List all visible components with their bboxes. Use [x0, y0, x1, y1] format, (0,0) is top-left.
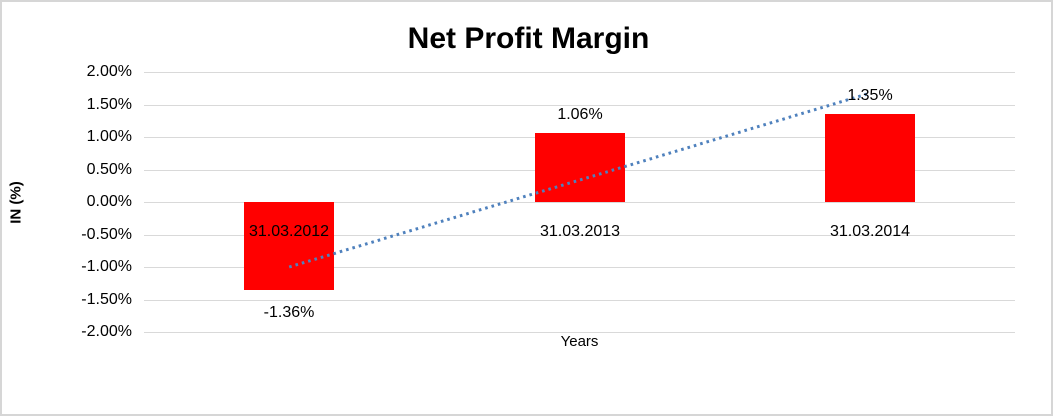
y-axis-title: IN (%) [7, 181, 25, 224]
bar [535, 133, 625, 202]
category-label: 31.03.2012 [248, 223, 330, 240]
y-tick-label: -0.50% [81, 226, 132, 243]
gridline [144, 267, 1015, 268]
y-tick-label: 1.00% [86, 128, 132, 145]
bar [825, 114, 915, 202]
y-tick-label: 1.50% [86, 96, 132, 113]
bar-value-label: -1.36% [263, 304, 315, 321]
y-tick-label: 0.00% [86, 193, 132, 210]
gridline [144, 300, 1015, 301]
category-label: 31.03.2014 [829, 223, 911, 240]
y-tick-label: -1.50% [81, 291, 132, 308]
category-label: 31.03.2013 [539, 223, 621, 240]
gridline [144, 105, 1015, 106]
y-tick-label: -2.00% [81, 323, 132, 340]
gridline [144, 72, 1015, 73]
gridline [144, 332, 1015, 333]
x-axis-title: Years [560, 333, 599, 350]
chart-title: Net Profit Margin [407, 22, 650, 55]
gridline [144, 235, 1015, 236]
y-tick-label: -1.00% [81, 258, 132, 275]
gridline [144, 202, 1015, 203]
y-tick-label: 0.50% [86, 161, 132, 178]
bar-value-label: 1.06% [557, 106, 603, 123]
y-tick-label: 2.00% [86, 63, 132, 80]
bar-value-label: 1.35% [847, 87, 893, 104]
bar [244, 202, 334, 290]
